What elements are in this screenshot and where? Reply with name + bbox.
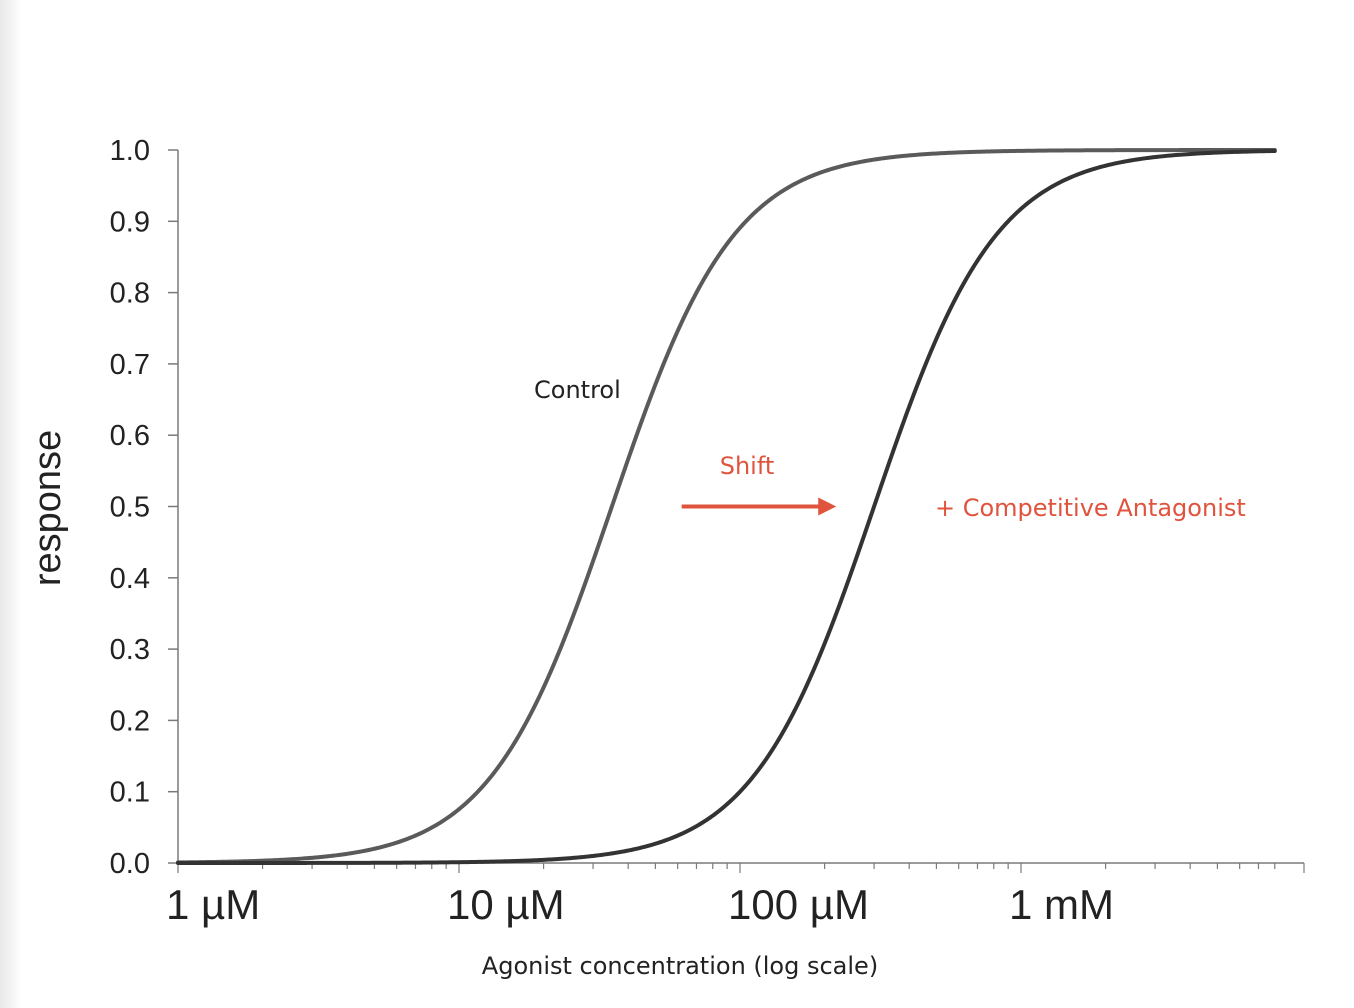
- y-tick-label: 0.2: [110, 705, 150, 737]
- y-axis-label: response: [27, 430, 69, 586]
- y-tick-label: 0.6: [110, 420, 150, 452]
- x-tick-label: 10 µM: [447, 881, 565, 928]
- y-tick-label: 0.3: [110, 634, 150, 666]
- y-tick-label: 0.4: [110, 563, 150, 595]
- x-axis-label: Agonist concentration (log scale): [482, 952, 878, 980]
- y-tick-label: 0.8: [110, 278, 150, 310]
- curves: [176, 148, 1277, 865]
- y-tick-label: 0.0: [110, 848, 150, 880]
- x-tick-label: 1 µM: [166, 881, 260, 928]
- x-tick-label: 100 µM: [728, 881, 869, 928]
- y-tick-label: 0.9: [110, 206, 150, 238]
- x-tick-label: 1 mM: [1009, 881, 1114, 928]
- control-curve: [176, 148, 1277, 865]
- shift-label: Shift: [720, 452, 775, 480]
- y-tick-label: 0.1: [110, 777, 150, 809]
- left-edge-shadow: [0, 0, 20, 1008]
- control-label: Control: [534, 376, 621, 404]
- labels: 0.0 0.1 0.2 0.3 0.4 0.5 0.6 0.7 0.8 0.9 1.0 1 µM 10 …: [27, 135, 1246, 980]
- y-tick-label: 0.7: [110, 349, 150, 381]
- shift-arrow-head: [818, 497, 837, 516]
- y-tick-label: 0.5: [110, 492, 150, 524]
- y-tick-label: 1.0: [110, 135, 150, 167]
- antagonist-label: + Competitive Antagonist: [935, 494, 1246, 522]
- antagonist-curve: [176, 149, 1277, 865]
